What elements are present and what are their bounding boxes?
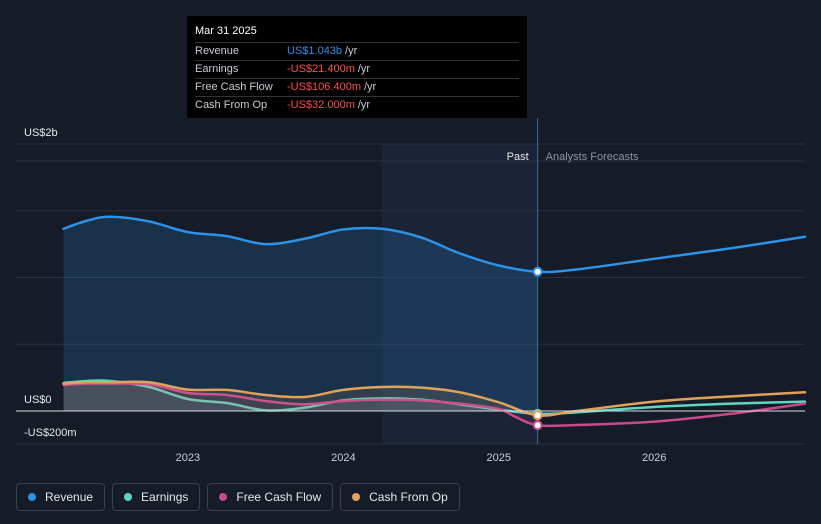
tooltip-value: -US$21.400m [287, 63, 355, 75]
tooltip-value: -US$32.000m [287, 99, 355, 111]
legend-dot-icon [352, 493, 361, 501]
legend-item-cash-from-op[interactable]: Cash From Op [340, 483, 460, 511]
tooltip-row-revenue: Revenue US$1.043b /yr [195, 43, 519, 61]
forecast-label: Analysts Forecasts [546, 151, 639, 163]
legend-item-earnings[interactable]: Earnings [112, 483, 201, 511]
tooltip-label: Cash From Op [195, 99, 268, 111]
tooltip-date: Mar 31 2025 [195, 24, 519, 43]
series-line-revenue [62, 215, 807, 274]
tooltip-row-cash-from-op: Cash From Op -US$32.000m /yr [195, 97, 519, 114]
x-tick-label: 2023 [176, 452, 200, 464]
tooltip-label: Revenue [195, 45, 240, 57]
series-line-free-cash-flow [62, 382, 807, 428]
past-highlight-region [382, 144, 538, 444]
x-tick-label: 2026 [642, 452, 666, 464]
marker-free-cash-flow [532, 420, 543, 431]
series-area-revenue [63, 216, 538, 411]
legend-label: Earnings [141, 490, 189, 504]
tooltip-unit: /yr [357, 99, 371, 111]
legend-dot-icon [124, 493, 133, 501]
tooltip-label: Free Cash Flow [195, 81, 273, 93]
tooltip-value: -US$106.400m [287, 81, 361, 93]
legend: Revenue Earnings Free Cash Flow Cash Fro… [16, 483, 460, 511]
legend-label: Free Cash Flow [236, 490, 322, 504]
legend-label: Cash From Op [369, 490, 448, 504]
tooltip-unit: /yr [357, 63, 371, 75]
legend-item-revenue[interactable]: Revenue [16, 483, 106, 511]
tooltip-value: US$1.043b [287, 45, 343, 57]
y-axis-label: -US$200m [24, 427, 77, 439]
past-label: Past [507, 151, 529, 163]
x-tick-label: 2025 [487, 452, 511, 464]
y-axis-label: US$0 [24, 394, 52, 406]
legend-label: Revenue [45, 490, 94, 504]
marker-revenue [532, 266, 543, 277]
tooltip: Mar 31 2025 Revenue US$1.043b /yr Earnin… [187, 16, 527, 118]
y-axis-label: US$2b [24, 127, 58, 139]
legend-item-free-cash-flow[interactable]: Free Cash Flow [207, 483, 334, 511]
series-line-cash-from-op [62, 380, 807, 417]
x-tick-label: 2024 [331, 452, 355, 464]
tooltip-label: Earnings [195, 63, 239, 75]
tooltip-row-free-cash-flow: Free Cash Flow -US$106.400m /yr [195, 79, 519, 97]
series-area-cash-from-op [63, 381, 538, 416]
tooltip-unit: /yr [364, 81, 377, 93]
legend-dot-icon [219, 493, 228, 501]
tooltip-unit: /yr [345, 45, 358, 57]
legend-dot-icon [28, 493, 36, 501]
tooltip-row-earnings: Earnings -US$21.400m /yr [195, 61, 519, 79]
series-area-earnings [63, 380, 538, 414]
marker-cash-from-op [532, 410, 543, 421]
